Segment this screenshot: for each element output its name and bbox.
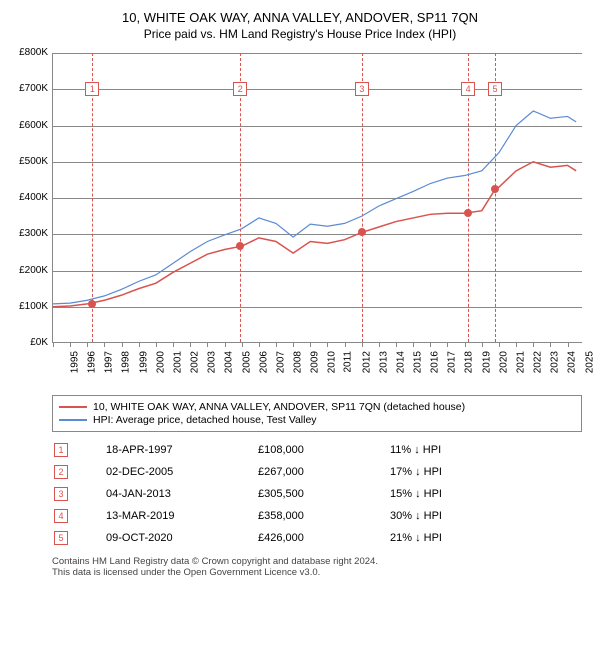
x-tick-label: 2008 [292,351,303,373]
row-price: £267,000 [258,462,388,482]
footer-line-1: Contains HM Land Registry data © Crown c… [52,556,582,567]
series-hpi [53,111,576,304]
x-tick-label: 2024 [567,351,578,373]
y-tick-label: £700K [8,83,48,94]
x-tick-label: 2011 [343,351,354,373]
x-tick-label: 2016 [429,351,440,373]
x-tick-label: 2020 [498,351,509,373]
table-row: 3 04-JAN-2013£305,50015% ↓ HPI [54,484,580,504]
x-tick-label: 2005 [241,351,252,373]
transactions-table: 1 18-APR-1997£108,00011% ↓ HPI 2 02-DEC-200… [52,438,582,550]
line-layer [53,53,583,343]
x-tick-label: 2002 [189,351,200,373]
row-delta: 15% ↓ HPI [390,484,580,504]
row-price: £358,000 [258,506,388,526]
legend-swatch [59,419,87,421]
x-tick-label: 2021 [515,351,526,373]
plot-area: 12345 [52,53,582,343]
chart-area: 12345 £0K £100K £200K £300K £400K £500K £600K £… [8,47,592,387]
y-tick-label: £600K [8,120,48,131]
chart-title: 10, WHITE OAK WAY, ANNA VALLEY, ANDOVER,… [8,10,592,25]
row-date: 09-OCT-2020 [106,528,256,548]
x-tick-label: 2025 [584,351,595,373]
table-row: 5 09-OCT-2020£426,00021% ↓ HPI [54,528,580,548]
row-date: 13-MAR-2019 [106,506,256,526]
x-tick-label: 1998 [121,351,132,373]
x-tick-label: 1995 [69,351,80,373]
chart-subtitle: Price paid vs. HM Land Registry's House … [8,27,592,41]
x-tick-label: 2009 [309,351,320,373]
row-date: 04-JAN-2013 [106,484,256,504]
row-price: £305,500 [258,484,388,504]
row-price: £426,000 [258,528,388,548]
row-price: £108,000 [258,440,388,460]
x-tick-label: 2017 [447,351,458,373]
y-tick-label: £800K [8,47,48,58]
legend-item: HPI: Average price, detached house, Test… [59,414,575,426]
row-marker: 5 [54,531,68,545]
legend-label: HPI: Average price, detached house, Test… [93,414,317,426]
x-tick-label: 1997 [104,351,115,373]
y-tick-label: £200K [8,265,48,276]
x-tick-label: 2006 [258,351,269,373]
row-delta: 11% ↓ HPI [390,440,580,460]
footer-line-2: This data is licensed under the Open Gov… [52,567,582,578]
table-row: 1 18-APR-1997£108,00011% ↓ HPI [54,440,580,460]
x-tick-label: 2019 [481,351,492,373]
row-marker: 1 [54,443,68,457]
x-tick-label: 2022 [532,351,543,373]
footer-attribution: Contains HM Land Registry data © Crown c… [52,556,582,578]
row-marker: 2 [54,465,68,479]
y-tick-label: £300K [8,228,48,239]
row-marker: 4 [54,509,68,523]
x-tick-label: 2018 [464,351,475,373]
legend-box: 10, WHITE OAK WAY, ANNA VALLEY, ANDOVER,… [52,395,582,432]
x-tick-label: 1999 [138,351,149,373]
row-delta: 17% ↓ HPI [390,462,580,482]
x-tick-label: 2004 [224,351,235,373]
legend-swatch [59,406,87,408]
y-tick-label: £100K [8,301,48,312]
legend-item: 10, WHITE OAK WAY, ANNA VALLEY, ANDOVER,… [59,401,575,413]
y-tick-label: £0K [8,337,48,348]
x-tick-label: 1996 [86,351,97,373]
legend-label: 10, WHITE OAK WAY, ANNA VALLEY, ANDOVER,… [93,401,465,413]
x-tick-label: 2013 [378,351,389,373]
x-tick-label: 2001 [172,351,183,373]
x-tick-label: 2014 [395,351,406,373]
y-tick-label: £500K [8,156,48,167]
x-tick-label: 2010 [327,351,338,373]
y-tick-label: £400K [8,192,48,203]
x-tick-label: 2023 [550,351,561,373]
x-tick-label: 2003 [206,351,217,373]
x-tick-label: 2007 [275,351,286,373]
row-date: 02-DEC-2005 [106,462,256,482]
row-date: 18-APR-1997 [106,440,256,460]
table-row: 4 13-MAR-2019£358,00030% ↓ HPI [54,506,580,526]
x-tick-label: 2000 [155,351,166,373]
row-delta: 21% ↓ HPI [390,528,580,548]
x-tick-label: 2012 [361,351,372,373]
row-marker: 3 [54,487,68,501]
row-delta: 30% ↓ HPI [390,506,580,526]
table-row: 2 02-DEC-2005£267,00017% ↓ HPI [54,462,580,482]
x-tick-label: 2015 [412,351,423,373]
